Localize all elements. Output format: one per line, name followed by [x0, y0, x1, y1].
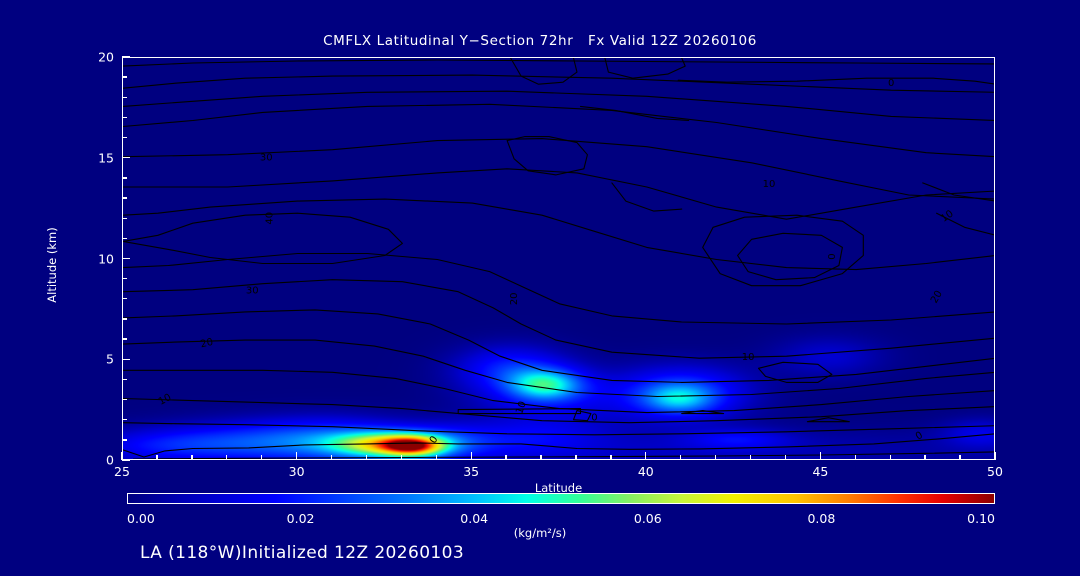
heatmap-canvas [123, 58, 994, 459]
y-axis-tick-label: 0 [106, 452, 114, 468]
x-axis-tick-label: 45 [812, 464, 829, 479]
x-axis-tick [854, 455, 856, 460]
y-axis-title: Altitude (km) [45, 227, 59, 303]
x-axis-tick [889, 455, 891, 460]
y-axis-tick [122, 398, 127, 401]
x-axis-title: Latitude [534, 481, 583, 495]
x-axis-tick [575, 455, 577, 460]
y-axis-tick [122, 56, 130, 58]
x-axis-tick-label: 35 [463, 464, 480, 479]
y-axis-tick-label: 20 [98, 49, 114, 65]
x-axis-tick [191, 455, 193, 460]
colorbar-tick-label: 0.04 [460, 511, 489, 526]
colorbar-tick-label: 0.00 [127, 511, 155, 526]
x-axis-tick-label: 25 [114, 464, 130, 479]
y-axis-tick [122, 298, 127, 300]
y-axis-tick [122, 96, 127, 98]
y-axis-tick [122, 358, 130, 360]
x-axis-tick [365, 455, 368, 460]
x-axis-tick [645, 452, 647, 460]
x-axis-tick [924, 455, 926, 460]
y-axis-tick [122, 197, 127, 199]
y-axis-tick [122, 459, 130, 461]
plot-area: 40 30 30 20 10 20 0 10 10 10 0 0 0 0 10 20 [122, 57, 995, 460]
y-axis-tick [122, 338, 127, 340]
y-axis-tick [122, 318, 127, 320]
x-axis-tick-label: 40 [637, 464, 654, 479]
x-axis-tick [505, 455, 507, 460]
y-axis-tick-label: 5 [106, 351, 114, 367]
y-axis-tick [122, 177, 127, 179]
colorbar-tick-label: 0.02 [286, 511, 315, 526]
x-axis-tick-label: 50 [987, 464, 1003, 479]
colorbar-units: (kg/m²/s) [0, 526, 1080, 540]
y-axis-tick [122, 116, 127, 119]
x-axis-tick [295, 452, 298, 460]
x-axis-tick [784, 455, 787, 460]
colorbar-tick-label: 0.10 [967, 511, 995, 526]
colorbar-tick-label: 0.08 [807, 511, 836, 526]
x-axis-tick [156, 455, 158, 460]
x-axis-tick [330, 455, 333, 460]
y-axis-tick [122, 217, 127, 219]
x-axis-tick [540, 455, 542, 460]
y-axis-tick-label: 10 [98, 251, 114, 266]
x-axis-tick [819, 452, 822, 460]
footer-caption: LA (118°W)Initialized 12Z 20260103 [140, 543, 465, 563]
colorbar-tick-label: 0.06 [633, 511, 662, 526]
colorbar [127, 493, 995, 504]
x-axis-tick [226, 455, 228, 460]
x-axis-tick [994, 452, 996, 460]
x-axis-tick [959, 455, 961, 460]
y-axis-tick [122, 277, 127, 280]
y-axis-tick [122, 257, 130, 260]
x-axis-tick [260, 455, 263, 460]
y-axis-tick [122, 76, 127, 78]
y-axis-tick [122, 237, 127, 240]
x-axis-tick [610, 455, 612, 460]
y-axis-tick [122, 419, 127, 421]
y-axis-tick [122, 439, 127, 441]
chart-title: CMFLX Latitudinal Y−Section 72hr Fx Vali… [323, 33, 757, 49]
x-axis-tick-label: 30 [288, 464, 305, 479]
y-axis-tick [122, 378, 127, 381]
colorbar-units-text: (kg/m²/s) [513, 526, 567, 540]
y-axis-tick [122, 157, 130, 159]
y-axis-tick-label: 15 [98, 150, 114, 166]
x-axis-tick [680, 455, 682, 460]
x-axis-tick [470, 452, 472, 460]
y-axis-tick [122, 136, 127, 139]
x-axis-tick [749, 455, 752, 460]
x-axis-tick [400, 455, 403, 460]
x-axis-tick [435, 455, 437, 460]
x-axis-tick [714, 455, 717, 460]
x-axis-tick [121, 452, 123, 460]
